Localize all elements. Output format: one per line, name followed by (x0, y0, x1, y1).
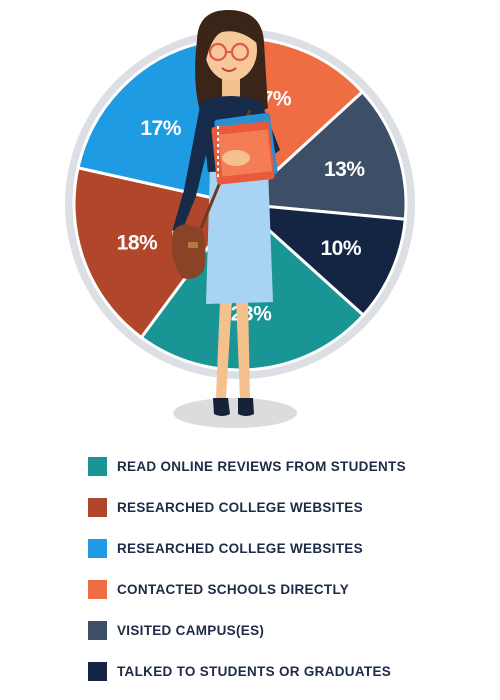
legend-item: RESEARCHED COLLEGE WEBSITES (88, 536, 406, 560)
pie-slice-5 (236, 89, 408, 221)
legend-label: RESEARCHED COLLEGE WEBSITES (117, 499, 363, 515)
pie-slice-label-5: 13% (324, 158, 365, 181)
legend-item: RESEARCHED COLLEGE WEBSITES (88, 495, 406, 519)
legend-item: CONTACTED SCHOOLS DIRECTLY (88, 577, 406, 601)
legend-item: VISITED CAMPUS(ES) (88, 618, 406, 642)
legend-label: READ ONLINE REVIEWS FROM STUDENTS (117, 458, 406, 474)
pie-slices (72, 36, 408, 372)
legend-swatch (88, 620, 107, 640)
legend-swatch (88, 661, 107, 681)
pie-slice-2 (72, 165, 243, 340)
legend-swatch (88, 456, 107, 476)
legend-item: READ ONLINE REVIEWS FROM STUDENTS (88, 454, 406, 478)
chart-legend: READ ONLINE REVIEWS FROM STUDENTS RESEARC… (88, 454, 406, 700)
legend-swatch (88, 497, 107, 517)
pie-slice-label-6: 10% (321, 237, 362, 260)
legend-swatch (88, 579, 107, 599)
student-woman-holding-books-icon (171, 10, 297, 428)
legend-label: CONTACTED SCHOOLS DIRECTLY (117, 581, 350, 597)
legend-label: RESEARCHED COLLEGE WEBSITES (117, 540, 363, 556)
pie-chart: 23%18%17%17%13%10% (65, 10, 415, 428)
legend-label: TALKED TO STUDENTS OR GRADUATES (117, 663, 392, 679)
pie-slice-6 (235, 202, 407, 318)
legend-swatch (88, 538, 107, 558)
pie-slice-label-2: 18% (117, 231, 158, 254)
legend-item: TALKED TO STUDENTS OR GRADUATES (88, 659, 406, 683)
pie-slice-label-3: 17% (140, 117, 181, 140)
legend-label: VISITED CAMPUS(ES) (117, 622, 265, 638)
